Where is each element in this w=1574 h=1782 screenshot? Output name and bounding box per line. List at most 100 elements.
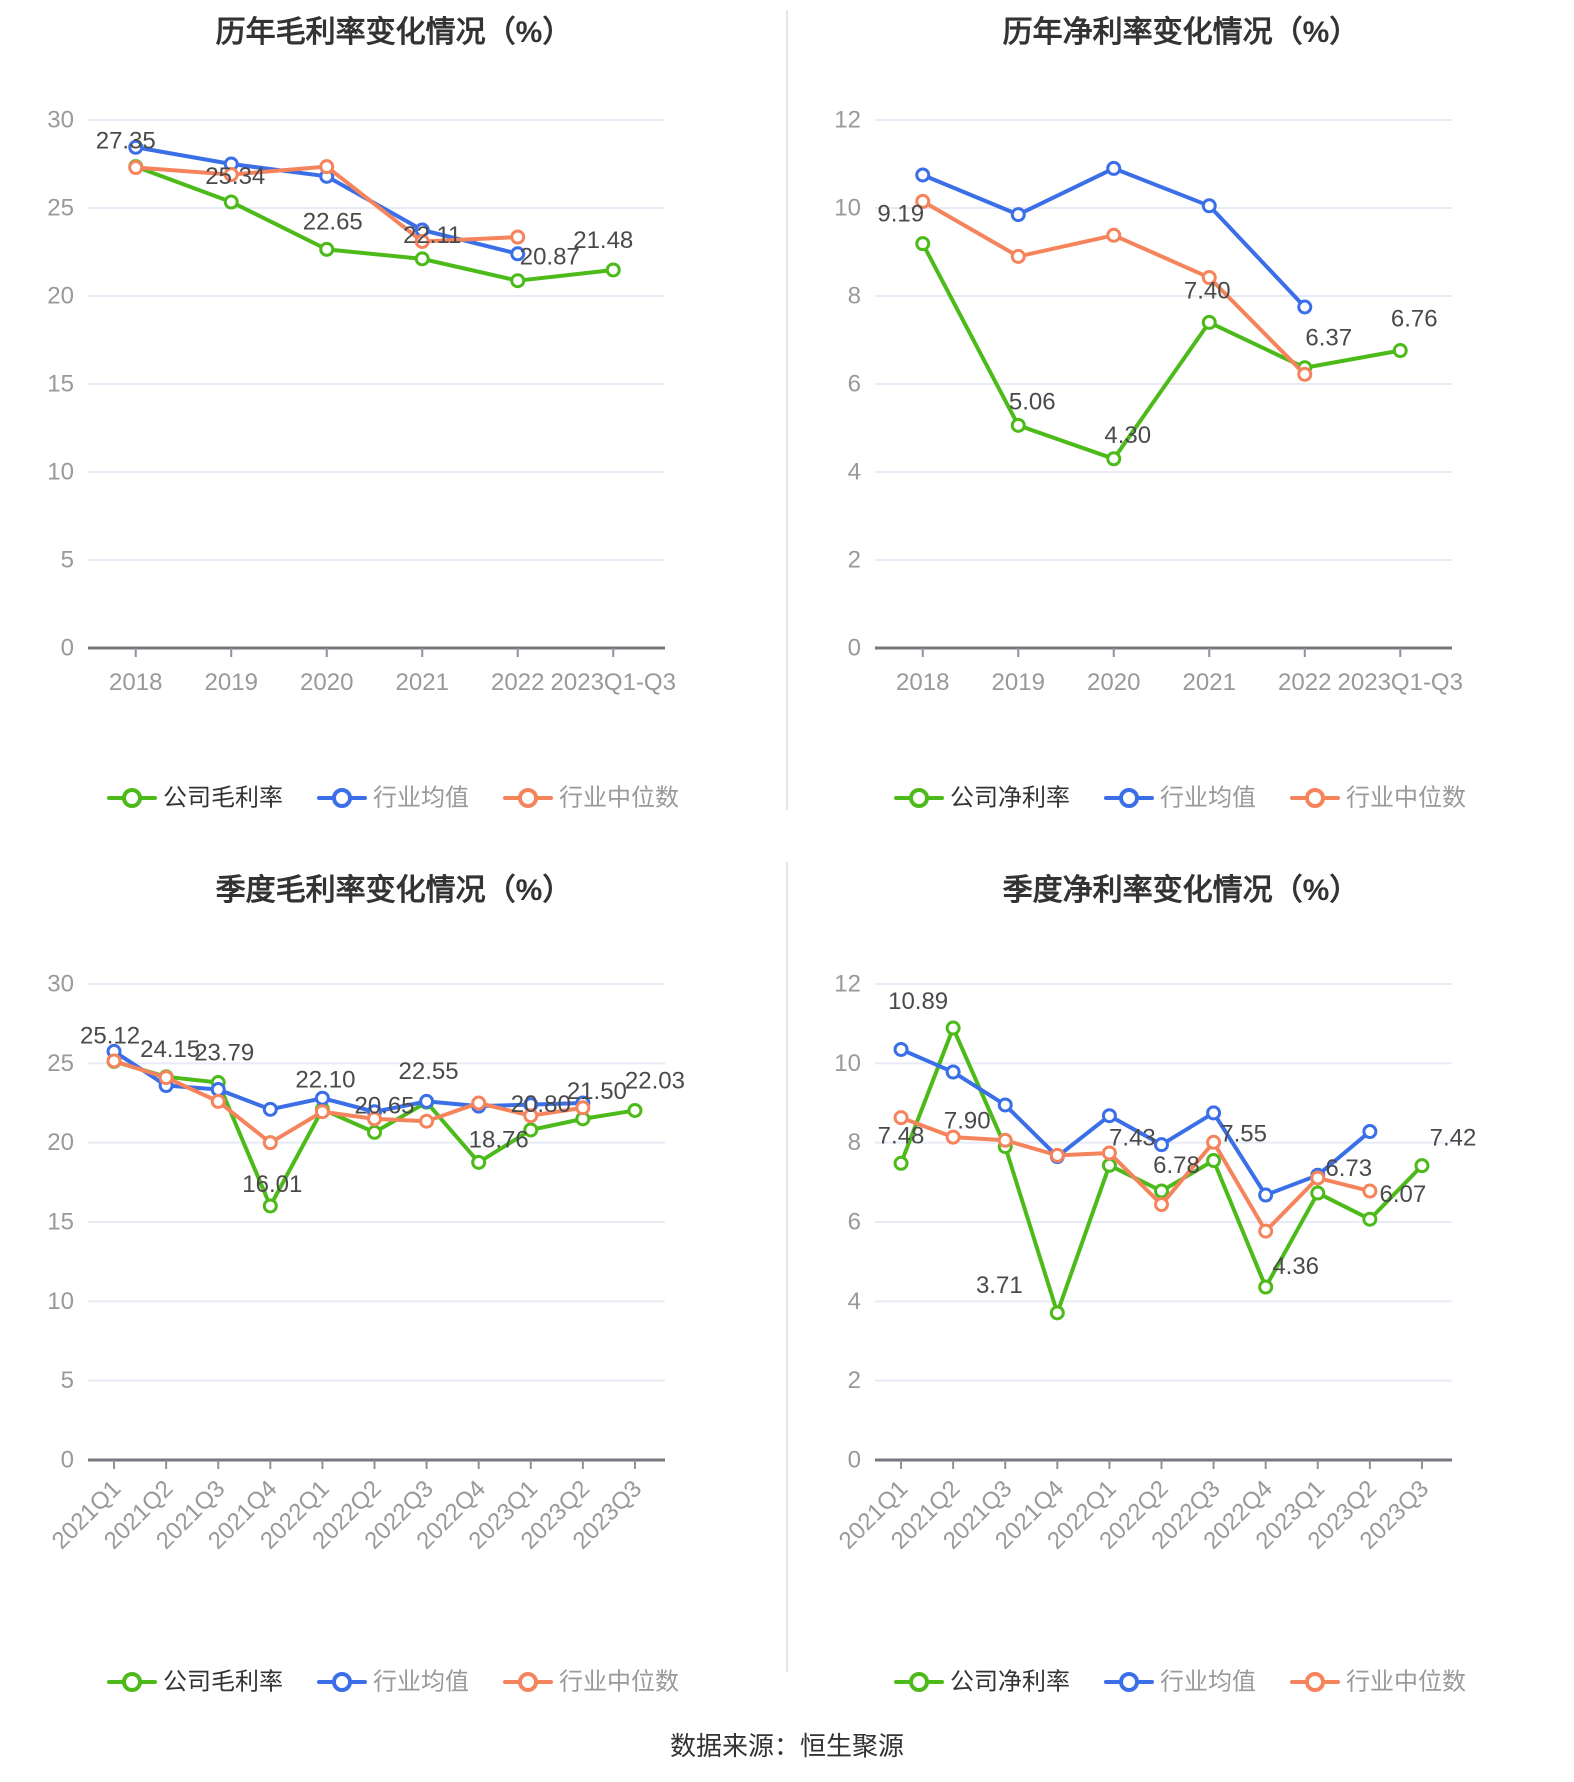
legend-item-公司毛利率[interactable]: 公司毛利率	[107, 1669, 283, 1696]
data-label: 20.80	[511, 1091, 571, 1118]
data-point[interactable]	[510, 246, 526, 262]
legend-item-行业均值[interactable]: 行业均值	[1104, 785, 1256, 812]
data-point[interactable]	[1297, 299, 1313, 315]
data-point[interactable]	[1201, 270, 1217, 286]
legend-item-公司净利率[interactable]: 公司净利率	[894, 785, 1070, 812]
data-point[interactable]	[1258, 1279, 1274, 1295]
data-point[interactable]	[1154, 1183, 1169, 1199]
data-point[interactable]	[997, 1132, 1013, 1148]
data-point[interactable]	[997, 1097, 1013, 1113]
data-point[interactable]	[915, 236, 931, 252]
data-point[interactable]	[1414, 1158, 1430, 1174]
data-point[interactable]	[419, 1113, 435, 1129]
data-point[interactable]	[128, 160, 144, 176]
data-point[interactable]	[314, 1090, 330, 1106]
legend-item-行业中位数[interactable]: 行业中位数	[503, 785, 679, 812]
data-point[interactable]	[523, 1108, 539, 1124]
data-point[interactable]	[1010, 248, 1026, 264]
legend-item-行业均值[interactable]: 行业均值	[1104, 1669, 1256, 1696]
data-point[interactable]	[262, 1135, 278, 1151]
data-point[interactable]	[158, 1070, 174, 1086]
data-point[interactable]	[510, 229, 526, 245]
data-point[interactable]	[1362, 1183, 1378, 1199]
data-point[interactable]	[314, 1104, 330, 1120]
quarterly-gross-margin-chart[interactable]: 季度毛利率变化情况（%）0510152025302021Q12021Q22021…	[0, 862, 787, 1712]
data-point[interactable]	[367, 1111, 382, 1127]
data-point[interactable]	[1106, 160, 1122, 176]
data-point[interactable]	[210, 1082, 226, 1098]
y-axis-label: 4	[848, 459, 861, 486]
legend-item-公司净利率[interactable]: 公司净利率	[894, 1669, 1070, 1696]
data-point[interactable]	[1297, 366, 1313, 382]
legend-ring-icon	[518, 1672, 538, 1692]
data-point[interactable]	[893, 1041, 909, 1057]
data-point[interactable]	[1154, 1197, 1169, 1213]
data-point[interactable]	[1049, 1147, 1065, 1163]
data-point[interactable]	[1392, 343, 1408, 359]
data-point[interactable]	[510, 273, 526, 289]
data-point[interactable]	[128, 139, 144, 155]
y-axis-label: 6	[848, 371, 861, 398]
data-point[interactable]	[627, 1102, 643, 1118]
data-label: 7.55	[1220, 1121, 1267, 1148]
data-point[interactable]	[523, 1122, 539, 1138]
data-point[interactable]	[1201, 314, 1217, 330]
data-point[interactable]	[945, 1020, 961, 1036]
data-point[interactable]	[893, 1155, 909, 1171]
data-point[interactable]	[210, 1093, 226, 1109]
data-point[interactable]	[915, 167, 931, 183]
data-point[interactable]	[319, 159, 335, 175]
annual-net-margin-chart[interactable]: 历年净利率变化情况（%） 0 2 4 6 8 10 12 2018 2019 2020 2021 202…	[787, 0, 1574, 862]
data-point[interactable]	[915, 193, 931, 209]
chart-title: 历年毛利率变化情况（%）	[216, 15, 573, 49]
data-point[interactable]	[223, 167, 239, 183]
data-point[interactable]	[1154, 1137, 1169, 1153]
data-point[interactable]	[893, 1110, 909, 1126]
legend-item-公司毛利率[interactable]: 公司毛利率	[107, 785, 283, 812]
data-point[interactable]	[419, 1093, 435, 1109]
data-point[interactable]	[1049, 1305, 1065, 1321]
legend-item-行业均值[interactable]: 行业均值	[317, 785, 469, 812]
data-point[interactable]	[319, 241, 335, 257]
data-point[interactable]	[367, 1124, 382, 1140]
data-label: 6.78	[1153, 1152, 1200, 1179]
data-point[interactable]	[605, 262, 621, 278]
data-point[interactable]	[1362, 1124, 1378, 1140]
data-point[interactable]	[414, 251, 430, 267]
data-point[interactable]	[1101, 1157, 1117, 1173]
data-point[interactable]	[1206, 1153, 1222, 1169]
data-point[interactable]	[262, 1101, 278, 1117]
data-point[interactable]	[1101, 1108, 1117, 1124]
data-point[interactable]	[223, 194, 239, 210]
data-point[interactable]	[945, 1064, 961, 1080]
data-point[interactable]	[1310, 1185, 1326, 1201]
legend-item-行业中位数[interactable]: 行业中位数	[503, 1669, 679, 1696]
data-point[interactable]	[1106, 451, 1122, 467]
data-point[interactable]	[1010, 417, 1026, 433]
data-point[interactable]	[106, 1053, 122, 1069]
data-point[interactable]	[1010, 207, 1026, 223]
data-point[interactable]	[471, 1154, 487, 1170]
data-point[interactable]	[1310, 1170, 1326, 1186]
data-point[interactable]	[575, 1100, 591, 1116]
data-point[interactable]	[1362, 1211, 1378, 1227]
legend-item-行业中位数[interactable]: 行业中位数	[1290, 1669, 1466, 1696]
data-point[interactable]	[1106, 227, 1122, 243]
data-point[interactable]	[1101, 1145, 1117, 1161]
quarterly-net-margin-chart[interactable]: 季度净利率变化情况（%）0246810122021Q12021Q22021Q32…	[787, 862, 1574, 1712]
data-point[interactable]	[1258, 1223, 1274, 1239]
annual-gross-margin-chart[interactable]: 历年毛利率变化情况（%） 0 5 10 15 20 25 30 2018 2019 2020 2021…	[0, 0, 787, 862]
legend-label: 行业中位数	[559, 1669, 679, 1696]
data-point[interactable]	[1258, 1187, 1274, 1203]
legend-item-行业中位数[interactable]: 行业中位数	[1290, 785, 1466, 812]
data-point[interactable]	[1201, 198, 1217, 214]
data-point[interactable]	[1206, 1105, 1222, 1121]
data-point[interactable]	[414, 233, 430, 249]
data-point[interactable]	[945, 1129, 961, 1145]
data-point[interactable]	[471, 1095, 487, 1111]
x-axis-label: 2022	[491, 669, 544, 696]
annual-gross-margin-panel: 历年毛利率变化情况（%） 0 5 10 15 20 25 30 2018 2019 2020 2021…	[0, 0, 787, 862]
data-point[interactable]	[262, 1198, 278, 1214]
data-point[interactable]	[1206, 1134, 1222, 1150]
legend-item-行业均值[interactable]: 行业均值	[317, 1669, 469, 1696]
